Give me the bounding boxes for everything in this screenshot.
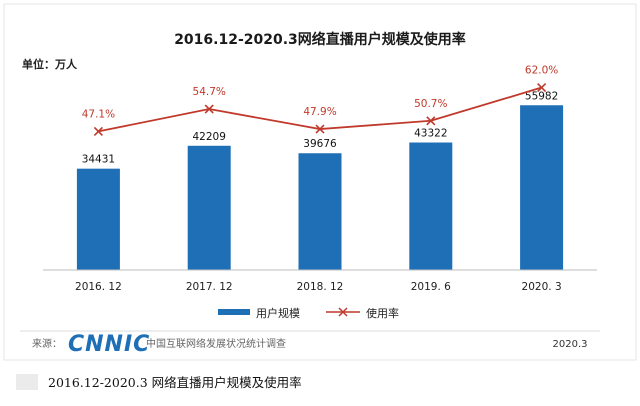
rate-marker bbox=[204, 104, 214, 114]
bar bbox=[76, 168, 120, 270]
cnnic-logo: CNNIC bbox=[68, 332, 150, 357]
rate-value-label: 62.0% bbox=[525, 65, 558, 77]
bar-value-label: 42209 bbox=[192, 131, 225, 143]
bar-value-label: 43322 bbox=[414, 128, 447, 140]
legend-label-bars: 用户规模 bbox=[256, 306, 300, 320]
legend-label-line: 使用率 bbox=[366, 306, 399, 320]
x-tick-label: 2017. 12 bbox=[186, 281, 233, 293]
rate-marker bbox=[93, 126, 103, 136]
chart-title: 2016.12-2020.3网络直播用户规模及使用率 bbox=[174, 31, 466, 48]
footer-source-label: 来源： bbox=[32, 337, 62, 350]
x-tick-label: 2020. 3 bbox=[522, 281, 562, 293]
unit-label: 单位：万人 bbox=[22, 57, 78, 71]
footer-org-text: 中国互联网络发展状况统计调查 bbox=[146, 337, 286, 350]
bar-value-label: 39676 bbox=[303, 138, 337, 150]
bar bbox=[520, 105, 564, 271]
rate-value-label: 50.7% bbox=[414, 98, 447, 110]
rate-value-label: 47.9% bbox=[303, 106, 336, 118]
caption-badge bbox=[16, 374, 38, 390]
legend-marker-icon bbox=[338, 307, 348, 317]
bar-value-label: 55982 bbox=[525, 90, 558, 102]
caption: 2016.12-2020.3 网络直播用户规模及使用率 bbox=[48, 375, 302, 390]
rate-value-label: 54.7% bbox=[193, 86, 226, 98]
plot-area: 34431 42209 39676 43322 55982 47.1% 54.7% 47.9%… bbox=[76, 65, 564, 271]
bar-value-label: 34431 bbox=[82, 154, 115, 166]
bar bbox=[298, 153, 342, 270]
footer-date: 2020.3 bbox=[553, 339, 588, 350]
rate-value-label: 47.1% bbox=[82, 108, 115, 120]
legend-swatch-bars bbox=[218, 309, 250, 315]
rate-marker bbox=[537, 82, 547, 93]
x-tick-label: 2019. 6 bbox=[411, 281, 451, 293]
x-axis-ticks: 2016. 12 2017. 12 2018. 12 2019. 6 2020. 3 bbox=[75, 281, 562, 293]
legend: 用户规模 使用率 bbox=[218, 306, 399, 320]
bar bbox=[409, 142, 453, 270]
rate-marker bbox=[426, 116, 436, 126]
bar bbox=[187, 145, 231, 270]
rate-marker bbox=[315, 124, 325, 134]
x-tick-label: 2018. 12 bbox=[297, 281, 344, 293]
x-tick-label: 2016. 12 bbox=[75, 281, 122, 293]
